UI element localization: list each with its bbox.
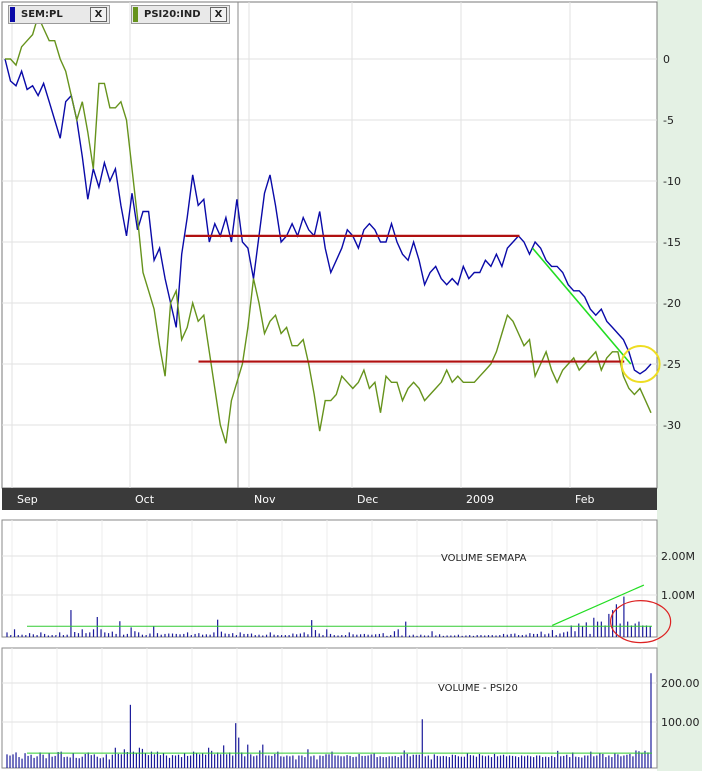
y-tick-label: 100.00 xyxy=(661,716,700,729)
trend-line xyxy=(551,584,645,626)
x-tick-label: Oct xyxy=(135,493,155,506)
volume-panel-1 xyxy=(1,519,658,638)
y-tick-label: -30 xyxy=(663,419,681,432)
y-tick-label: 1.00M xyxy=(661,589,695,602)
price-axis-panel xyxy=(657,0,702,771)
y-tick-label: -25 xyxy=(663,358,681,371)
remove-series-button[interactable]: X xyxy=(210,7,227,22)
legend-item-psi20[interactable]: PSI20:IND X xyxy=(131,5,230,24)
x-tick-label: 2009 xyxy=(466,493,494,506)
series-line-sem xyxy=(4,58,652,375)
legend-item-sem[interactable]: SEM:PL X xyxy=(8,5,110,24)
highlight-circle xyxy=(620,345,661,383)
series-color-swatch xyxy=(10,7,15,22)
y-tick-label: 0 xyxy=(663,53,670,66)
x-tick-label: Feb xyxy=(575,493,594,506)
series-color-swatch xyxy=(133,7,138,22)
remove-series-button[interactable]: X xyxy=(90,7,107,22)
x-tick-label: Sep xyxy=(17,493,38,506)
y-tick-label: -5 xyxy=(663,114,674,127)
volume-title: VOLUME SEMAPA xyxy=(441,553,527,564)
y-tick-label: -10 xyxy=(663,175,681,188)
volume-title: VOLUME - PSI20 xyxy=(438,683,518,694)
x-axis-bar xyxy=(2,488,657,510)
y-tick-label: -15 xyxy=(663,236,681,249)
volume-panel-2 xyxy=(1,647,658,769)
trend-line xyxy=(531,247,632,365)
x-tick-label: Nov xyxy=(254,493,276,506)
y-tick-label: 200.00 xyxy=(661,677,700,690)
y-tick-label: 2.00M xyxy=(661,550,695,563)
price-plot-area xyxy=(1,1,658,489)
legend-label: PSI20:IND xyxy=(144,9,201,20)
x-tick-label: Dec xyxy=(357,493,378,506)
series-line-psi20 xyxy=(5,14,652,444)
highlight-ellipse xyxy=(610,599,672,644)
y-tick-label: -20 xyxy=(663,297,681,310)
legend-label: SEM:PL xyxy=(21,9,63,20)
